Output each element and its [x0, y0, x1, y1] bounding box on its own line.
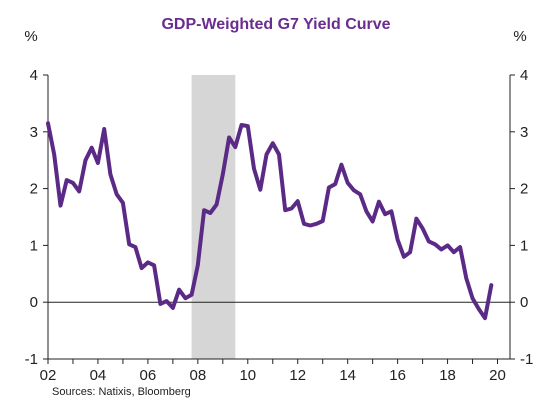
x-tick-label-4: 10 [239, 367, 256, 384]
y-tick-label-right-5: 4 [520, 67, 528, 84]
source-note: Sources: Natixis, Bloomberg [52, 386, 191, 398]
x-tick-label-2: 06 [140, 367, 157, 384]
y-tick-label-right-2: 1 [520, 237, 528, 254]
left-unit-label: % [24, 28, 37, 45]
right-unit-label: % [513, 28, 526, 45]
y-tick-label-left-2: 1 [30, 237, 38, 254]
y-tick-label-right-1: 0 [520, 294, 528, 311]
x-tick-label-5: 12 [289, 367, 306, 384]
x-tick-label-6: 14 [339, 367, 356, 384]
x-tick-label-7: 16 [389, 367, 406, 384]
yield-curve-series-line [46, 121, 494, 321]
y-tick-label-right-4: 3 [520, 124, 528, 141]
y-tick-label-left-1: 0 [30, 294, 38, 311]
x-tick-label-3: 08 [189, 367, 206, 384]
y-tick-label-left-5: 4 [30, 67, 38, 84]
x-tick-label-8: 18 [439, 367, 456, 384]
x-tick-label-9: 20 [489, 367, 506, 384]
chart-title: GDP-Weighted G7 Yield Curve [161, 16, 390, 33]
tick-marks [43, 74, 515, 364]
y-tick-label-left-4: 3 [30, 124, 38, 141]
x-tick-label-0: 02 [40, 367, 57, 384]
y-tick-label-right-3: 2 [520, 181, 528, 198]
y-tick-label-left-0: -1 [25, 351, 38, 368]
recession-shading [191, 75, 236, 359]
y-tick-label-left-3: 2 [30, 181, 38, 198]
x-tick-label-1: 04 [90, 367, 107, 384]
tick-labels: -1 -10 01 12 23 34 402 04 06 08 10 12 14 16 18 20 [25, 67, 534, 384]
y-tick-label-right-0: -1 [520, 351, 533, 368]
